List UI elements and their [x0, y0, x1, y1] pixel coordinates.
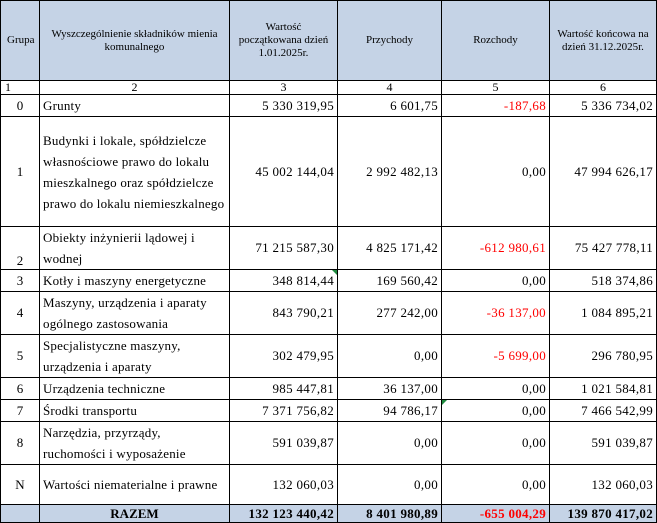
expenses-cell: 0,00	[441, 399, 550, 422]
group-cell: 8	[0, 421, 40, 465]
expenses-cell: 0,00	[441, 116, 550, 227]
start-value-cell: 132 060,03	[229, 464, 338, 505]
income-cell: 169 560,42	[337, 269, 442, 292]
column-number: 1	[0, 80, 40, 95]
expenses-cell: -187,68	[441, 94, 550, 117]
header-start-value: Wartość początkowana dzień 1.01.2025r.	[229, 0, 338, 81]
start-value-cell: 985 447,81	[229, 377, 338, 400]
start-value-cell: 302 479,95	[229, 334, 338, 378]
start-value-cell: 348 814,44	[229, 269, 338, 292]
end-value-cell: 518 374,86	[549, 269, 657, 292]
expenses-cell: 0,00	[441, 269, 550, 292]
expenses-cell: -5 699,00	[441, 334, 550, 378]
table-row: 7 Środki transportu 7 371 756,82 94 786,…	[0, 399, 657, 422]
expenses-cell: -36 137,00	[441, 291, 550, 335]
income-cell: 0,00	[337, 421, 442, 465]
group-cell: 3	[0, 269, 40, 292]
total-end-value: 139 870 417,02	[549, 504, 657, 523]
end-value-cell: 296 780,95	[549, 334, 657, 378]
name-cell: Grunty	[39, 94, 230, 117]
end-value-cell: 591 039,87	[549, 421, 657, 465]
table-row: N Wartości niematerialne i prawne 132 06…	[0, 464, 657, 505]
group-cell: 2	[0, 226, 40, 270]
group-cell: 7	[0, 399, 40, 422]
total-group-cell	[0, 504, 40, 523]
end-value-cell: 1 084 895,21	[549, 291, 657, 335]
name-cell: Maszyny, urządzenia i aparaty ogólnego z…	[39, 291, 230, 335]
end-value-cell: 132 060,03	[549, 464, 657, 505]
end-value-cell: 7 466 542,99	[549, 399, 657, 422]
total-row: RAZEM 132 123 440,42 8 401 980,89 -655 0…	[0, 504, 657, 523]
name-cell: Kotły i maszyny energetyczne	[39, 269, 230, 292]
expenses-cell: 0,00	[441, 377, 550, 400]
header-name: Wyszczególnienie składników mienia komun…	[39, 0, 230, 81]
header-income: Przychody	[337, 0, 442, 81]
group-cell: 4	[0, 291, 40, 335]
total-income: 8 401 980,89	[337, 504, 442, 523]
group-cell: 5	[0, 334, 40, 378]
name-cell: Budynki i lokale, spółdzielcze własności…	[39, 116, 230, 227]
group-cell: 0	[0, 94, 40, 117]
table-row: 5 Specjalistyczne maszyny, urządzenia i …	[0, 334, 657, 378]
name-cell: Specjalistyczne maszyny, urządzenia i ap…	[39, 334, 230, 378]
total-start-value: 132 123 440,42	[229, 504, 338, 523]
name-cell: Urządzenia techniczne	[39, 377, 230, 400]
start-value-cell: 71 215 587,30	[229, 226, 338, 270]
group-cell: N	[0, 464, 40, 505]
header-group: Grupa	[0, 0, 40, 81]
start-value-cell: 591 039,87	[229, 421, 338, 465]
name-cell: Środki transportu	[39, 399, 230, 422]
expenses-cell: -612 980,61	[441, 226, 550, 270]
start-value-cell: 843 790,21	[229, 291, 338, 335]
expenses-cell: 0,00	[441, 464, 550, 505]
income-cell: 6 601,75	[337, 94, 442, 117]
end-value-cell: 47 994 626,17	[549, 116, 657, 227]
name-cell: Obiekty inżynierii lądowej i wodnej	[39, 226, 230, 270]
header-end-value: Wartość końcowa na dzień 31.12.2025r.	[549, 0, 657, 81]
group-cell: 6	[0, 377, 40, 400]
table-row: 3 Kotły i maszyny energetyczne 348 814,4…	[0, 269, 657, 292]
table-row: 6 Urządzenia techniczne 985 447,81 36 13…	[0, 377, 657, 400]
end-value-cell: 75 427 778,11	[549, 226, 657, 270]
table-row: 8 Narzędzia, przyrządy, ruchomości i wyp…	[0, 421, 657, 465]
table-row: 2 Obiekty inżynierii lądowej i wodnej 71…	[0, 226, 657, 270]
income-cell: 4 825 171,42	[337, 226, 442, 270]
income-cell: 0,00	[337, 334, 442, 378]
header-row: Grupa Wyszczególnienie składników mienia…	[0, 0, 657, 81]
income-cell: 94 786,17	[337, 399, 442, 422]
income-cell: 277 242,00	[337, 291, 442, 335]
end-value-cell: 5 336 734,02	[549, 94, 657, 117]
header-expenses: Rozchody	[441, 0, 550, 81]
table-row: 1 Budynki i lokale, spółdzielcze własnoś…	[0, 116, 657, 227]
total-expenses: -655 004,29	[441, 504, 550, 523]
table-row: 4 Maszyny, urządzenia i aparaty ogólnego…	[0, 291, 657, 335]
start-value-cell: 45 002 144,04	[229, 116, 338, 227]
name-cell: Wartości niematerialne i prawne	[39, 464, 230, 505]
name-cell: Narzędzia, przyrządy, ruchomości i wypos…	[39, 421, 230, 465]
income-cell: 2 992 482,13	[337, 116, 442, 227]
column-number: 6	[549, 80, 657, 95]
expenses-cell: 0,00	[441, 421, 550, 465]
start-value-cell: 7 371 756,82	[229, 399, 338, 422]
column-number-row: 1 2 3 4 5 6	[0, 80, 657, 95]
income-cell: 36 137,00	[337, 377, 442, 400]
group-cell: 1	[0, 116, 40, 227]
start-value-cell: 5 330 319,95	[229, 94, 338, 117]
income-cell: 0,00	[337, 464, 442, 505]
column-number: 2	[39, 80, 230, 95]
end-value-cell: 1 021 584,81	[549, 377, 657, 400]
table-row: 0 Grunty 5 330 319,95 6 601,75 -187,68 5…	[0, 94, 657, 117]
column-number: 3	[229, 80, 338, 95]
column-number: 4	[337, 80, 442, 95]
column-number: 5	[441, 80, 550, 95]
total-label: RAZEM	[39, 504, 230, 523]
